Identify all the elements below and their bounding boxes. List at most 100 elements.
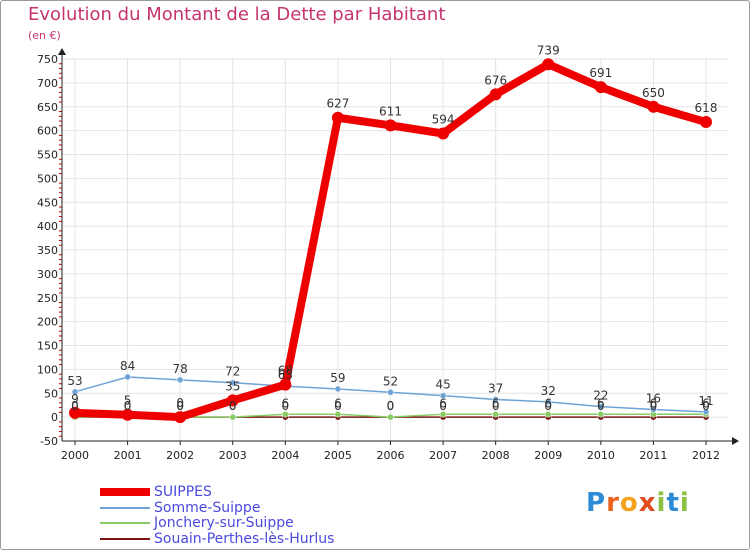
y-tick-label: 300 xyxy=(37,268,58,281)
data-point-jonchery-sur-suippe xyxy=(282,411,289,418)
data-label-suippes: 691 xyxy=(589,66,612,80)
y-tick-label: 150 xyxy=(37,340,58,353)
legend-label: Somme-Suippe xyxy=(154,499,261,516)
logo-letter: t xyxy=(666,488,680,518)
data-label-jonchery-sur-suippe: 6 xyxy=(544,396,552,410)
data-point-somme-suippe xyxy=(545,398,552,406)
data-label-suippes: 68 xyxy=(278,364,293,378)
y-axis-arrow xyxy=(58,48,66,55)
logo-letter: r xyxy=(606,488,620,518)
data-label-somme-suippe: 52 xyxy=(383,374,398,388)
chart-title: Evolution du Montant de la Dette par Hab… xyxy=(28,4,446,25)
data-point-somme-suippe xyxy=(597,403,605,410)
data-label-jonchery-sur-suippe: 0 xyxy=(124,399,132,413)
data-label-jonchery-sur-suippe: 0 xyxy=(387,399,395,413)
data-label-suippes: 618 xyxy=(695,101,718,115)
data-label-somme-suippe: 16 xyxy=(646,391,661,405)
logo-letter: i xyxy=(656,488,667,518)
data-label-somme-suippe: 45 xyxy=(435,378,450,392)
data-point-somme-suippe xyxy=(334,385,342,393)
data-point-somme-suippe xyxy=(492,396,499,403)
data-label-souain-perthes-l-s-hurlus: 0 xyxy=(71,399,79,413)
logo-letter: x xyxy=(638,488,657,518)
y-tick-label: 700 xyxy=(37,77,58,90)
data-label-suippes: 594 xyxy=(432,112,455,126)
x-tick-label: 2004 xyxy=(271,449,299,462)
data-point-somme-suippe xyxy=(702,408,710,416)
data-point-suippes xyxy=(594,81,607,94)
data-label-jonchery-sur-suippe: 0 xyxy=(176,399,184,413)
y-tick-label: 0 xyxy=(51,411,58,424)
y-tick-label: 350 xyxy=(37,244,58,257)
logo-letter: P xyxy=(586,488,607,518)
data-label-jonchery-sur-suippe: 6 xyxy=(492,396,500,410)
data-point-suippes xyxy=(226,394,239,407)
data-label-jonchery-sur-suippe: 6 xyxy=(334,396,342,410)
legend-swatch xyxy=(100,488,150,496)
data-point-jonchery-sur-suippe xyxy=(334,411,342,418)
data-label-jonchery-sur-suippe: 6 xyxy=(439,396,447,410)
x-tick-label: 2005 xyxy=(324,449,352,462)
data-label-souain-perthes-l-s-hurlus: 0 xyxy=(439,399,447,413)
data-point-jonchery-sur-suippe xyxy=(439,411,447,418)
data-label-somme-suippe: 32 xyxy=(541,384,556,398)
data-point-jonchery-sur-suippe xyxy=(229,413,236,421)
data-label-souain-perthes-l-s-hurlus: 0 xyxy=(282,399,290,413)
x-tick-label: 2012 xyxy=(692,449,720,462)
data-label-souain-perthes-l-s-hurlus: 0 xyxy=(650,399,658,413)
data-label-souain-perthes-l-s-hurlus: 0 xyxy=(597,399,605,413)
data-point-suippes xyxy=(542,58,555,71)
data-label-somme-suippe: 11 xyxy=(698,394,713,408)
data-label-suippes: 650 xyxy=(642,86,665,100)
data-point-suippes xyxy=(279,378,292,391)
y-tick-label: 250 xyxy=(37,292,58,305)
data-label-suippes: 739 xyxy=(537,43,560,57)
data-point-suippes xyxy=(384,119,397,132)
y-tick-label: 200 xyxy=(37,316,58,329)
x-tick-label: 2006 xyxy=(377,449,405,462)
data-point-suippes xyxy=(489,88,502,101)
data-point-somme-suippe xyxy=(176,376,184,384)
y-tick-label: 100 xyxy=(37,363,58,376)
y-tick-label: 400 xyxy=(37,220,58,233)
legend-label: Souain-Perthes-lès-Hurlus xyxy=(154,530,335,547)
y-tick-label: 650 xyxy=(37,101,58,114)
data-label-souain-perthes-l-s-hurlus: 0 xyxy=(176,399,184,413)
y-tick-label: 500 xyxy=(37,172,58,185)
data-point-somme-suippe xyxy=(71,388,79,396)
data-point-somme-suippe xyxy=(124,373,131,381)
data-label-somme-suippe: 53 xyxy=(67,374,82,388)
y-tick-label: 550 xyxy=(37,149,58,162)
legend-label: Jonchery-sur-Suippe xyxy=(154,515,294,531)
x-tick-label: 2002 xyxy=(166,449,194,462)
x-tick-label: 2003 xyxy=(219,449,247,462)
data-label-suippes: 5 xyxy=(124,394,132,408)
data-point-suippes xyxy=(121,408,134,421)
legend-swatch xyxy=(100,522,150,524)
data-point-suippes xyxy=(647,100,660,113)
data-point-suippes xyxy=(331,111,344,124)
data-label-jonchery-sur-suippe: 0 xyxy=(229,399,237,413)
data-label-suippes: 627 xyxy=(326,97,349,111)
data-label-jonchery-sur-suippe: 6 xyxy=(650,396,658,410)
y-tick-label: -50 xyxy=(40,435,58,448)
data-label-somme-suippe: 22 xyxy=(593,389,608,403)
x-tick-label: 2010 xyxy=(587,449,615,462)
data-label-suippes: 35 xyxy=(225,379,240,393)
legend-swatch xyxy=(100,506,150,509)
data-point-suippes xyxy=(174,411,187,424)
x-tick-label: 2008 xyxy=(482,449,510,462)
data-point-suippes xyxy=(69,406,81,419)
logo-letter: i xyxy=(679,488,690,518)
data-label-somme-suippe: 37 xyxy=(488,381,503,395)
y-tick-label: 450 xyxy=(37,196,58,209)
logo-letter: o xyxy=(619,488,639,518)
unit-label: (en €) xyxy=(28,29,61,42)
data-label-souain-perthes-l-s-hurlus: 0 xyxy=(492,399,500,413)
x-tick-label: 2001 xyxy=(114,449,142,462)
data-point-jonchery-sur-suippe xyxy=(545,411,552,418)
data-label-souain-perthes-l-s-hurlus: 0 xyxy=(544,399,552,413)
data-label-somme-suippe: 78 xyxy=(173,362,188,376)
data-label-suippes: 9 xyxy=(71,392,79,406)
